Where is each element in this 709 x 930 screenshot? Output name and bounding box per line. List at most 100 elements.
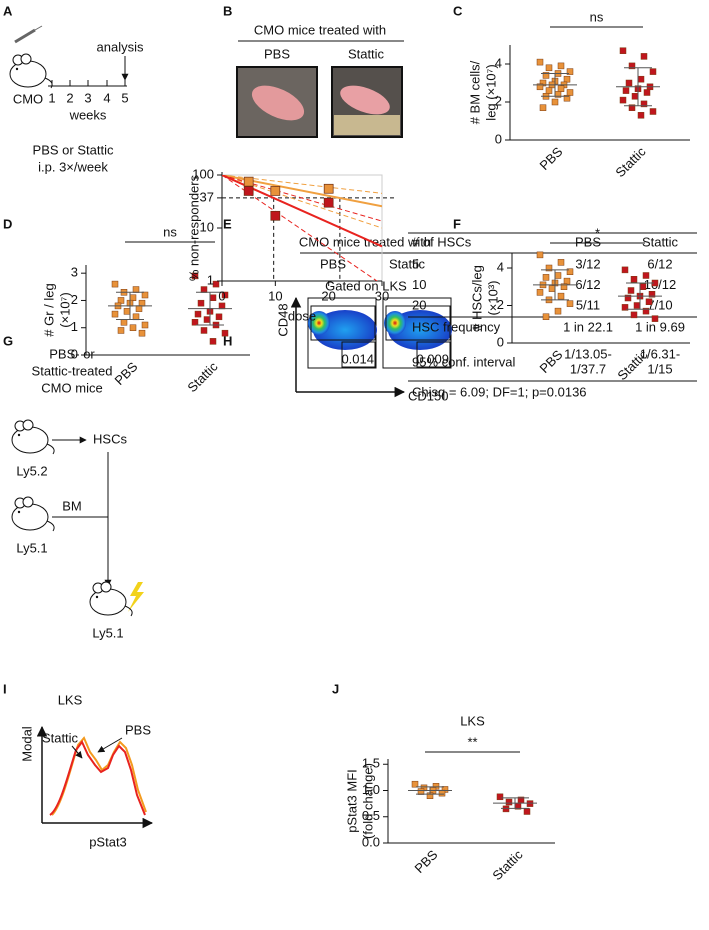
table-header: # of HSCs: [412, 234, 472, 249]
schematic-title: CMO mice: [41, 380, 102, 395]
table-cell: 1/13.05-: [564, 346, 612, 361]
flow-label: PBS: [320, 256, 346, 271]
y-tick-label: 2: [71, 292, 78, 307]
x-tick-label: PBS: [112, 359, 141, 388]
flow-label: Stattic: [389, 256, 426, 271]
paw: [340, 85, 390, 115]
data-point: [221, 291, 229, 299]
pointer: [71, 745, 83, 759]
data-point: [639, 283, 647, 290]
y-tick-label: 0.5: [362, 808, 380, 823]
panel-letter: F: [453, 216, 461, 231]
data-point: [209, 338, 217, 345]
data-point: [651, 315, 659, 322]
data-point: [194, 310, 202, 318]
chart-title: LKS: [460, 713, 485, 728]
data-point: [411, 780, 419, 788]
data-point: [628, 104, 636, 111]
week-label: 4: [103, 90, 110, 105]
table-cell: 5/11: [576, 297, 600, 312]
gate: [341, 341, 376, 368]
gate: [310, 305, 376, 341]
panel-letter: D: [3, 216, 12, 231]
y-tick-label: 0: [495, 131, 502, 146]
y-tick-label: 1.0: [362, 782, 380, 797]
y-axis-label: (×10³): [485, 280, 500, 315]
mouse-body: [89, 588, 127, 616]
data-point: [557, 85, 565, 92]
gate: [385, 305, 451, 341]
data-point: [212, 280, 220, 288]
y-tick-label: 0: [497, 334, 504, 349]
data-point: [270, 210, 281, 221]
data-point: [619, 96, 627, 104]
data-point: [630, 311, 638, 319]
data-point: [637, 112, 645, 119]
data-point: [496, 793, 504, 801]
week-label: 1: [48, 90, 55, 105]
data-point: [117, 297, 125, 304]
data-point: [557, 259, 565, 266]
data-point: [536, 251, 544, 259]
x-tick-label: 10: [268, 288, 282, 303]
data-point: [625, 79, 633, 87]
mouse-ear: [22, 496, 34, 508]
data-point: [200, 286, 208, 293]
gate-frequency: 0.014: [341, 351, 374, 366]
data-point: [191, 272, 199, 280]
data-point: [566, 268, 574, 275]
data-point: [637, 75, 645, 83]
x-tick-label: 30: [375, 288, 389, 303]
data-point: [640, 53, 648, 60]
data-point: [649, 108, 657, 115]
analysis-label: analysis: [97, 39, 144, 54]
mouse-tail: [46, 443, 55, 455]
curve-label: PBS: [125, 722, 151, 737]
data-point: [554, 307, 562, 315]
data-point: [621, 304, 629, 311]
week-label: 3: [84, 90, 91, 105]
mouse-label: Ly5.1: [16, 540, 47, 555]
data-point: [215, 313, 223, 321]
data-point: [640, 100, 648, 108]
panel-letter: I: [3, 681, 7, 696]
y-tick-label: 37: [200, 189, 214, 204]
data-point: [209, 294, 217, 301]
syringe: [14, 28, 36, 44]
data-point: [622, 87, 630, 94]
cells-label: BM: [62, 498, 82, 513]
table-header: Stattic: [642, 234, 679, 249]
panel-letter: A: [3, 3, 13, 18]
data-point: [536, 83, 544, 91]
data-point: [218, 302, 226, 310]
data-point: [548, 285, 556, 292]
data-point: [648, 291, 656, 298]
table-stats: Chisq = 6.09; DF=1; p=0.0136: [412, 384, 587, 399]
data-point: [536, 289, 544, 296]
data-point: [649, 68, 657, 75]
needle: [34, 25, 43, 31]
data-point: [566, 89, 574, 96]
data-point: [619, 47, 627, 54]
y-axis-label: # Gr / leg: [41, 283, 56, 336]
data-point: [243, 186, 254, 196]
x-tick-label: Stattic: [184, 359, 221, 396]
mouse-eye: [15, 67, 19, 71]
data-point: [191, 319, 199, 326]
data-point: [221, 329, 229, 337]
significance-label: *: [595, 225, 600, 240]
data-point: [542, 274, 550, 281]
mouse-ear: [22, 419, 34, 431]
irradiation: [128, 582, 144, 612]
mouse-ear: [100, 581, 112, 593]
mouse-eye: [17, 510, 21, 514]
data-point: [642, 307, 650, 315]
mouse-label: CMO: [13, 91, 43, 106]
table-cell: 95% conf. interval: [412, 354, 515, 369]
week-label: 5: [121, 90, 128, 105]
table-cell: 10/12: [644, 277, 677, 292]
paw: [251, 85, 305, 121]
y-tick-label: 1: [207, 272, 214, 287]
histogram-overlay: [36, 725, 154, 829]
